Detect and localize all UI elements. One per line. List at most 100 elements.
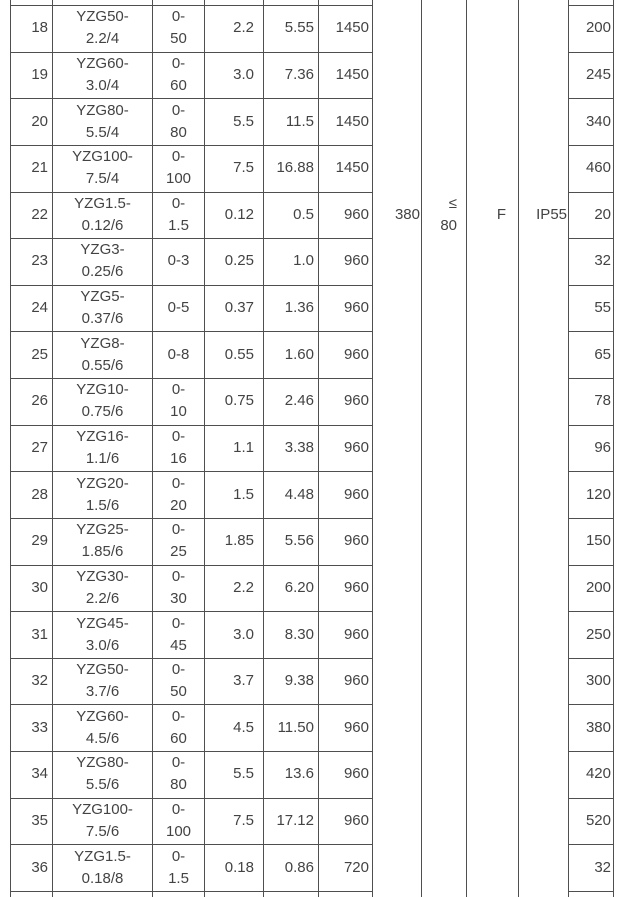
row-number-cell: 36 bbox=[31, 858, 48, 876]
table-border-line bbox=[10, 425, 373, 426]
table-border-line bbox=[10, 658, 373, 659]
model-cell: YZG45- 3.0/6 bbox=[76, 614, 129, 654]
speed-cell: 960 bbox=[343, 532, 369, 550]
table-border-line bbox=[152, 0, 153, 897]
speed-cell: 1450 bbox=[335, 112, 369, 130]
table-border-line bbox=[568, 238, 614, 239]
model-cell: YZG16- 1.1/6 bbox=[76, 427, 129, 467]
weight-cell: 380 bbox=[585, 718, 611, 736]
speed-cell: 960 bbox=[343, 625, 369, 643]
speed-cell: 960 bbox=[343, 252, 369, 270]
table-border-line bbox=[10, 518, 373, 519]
speed-cell: 720 bbox=[343, 858, 369, 876]
weight-cell: 250 bbox=[585, 625, 611, 643]
insulation-class-cell: F bbox=[496, 205, 506, 223]
table-border-line bbox=[466, 0, 467, 897]
table-border-line bbox=[568, 192, 614, 193]
row-number-cell: 24 bbox=[31, 299, 48, 317]
row-number-cell: 27 bbox=[31, 438, 48, 456]
table-border-line bbox=[10, 192, 373, 193]
model-cell: YZG5- 0.37/6 bbox=[80, 288, 125, 328]
weight-cell: 245 bbox=[585, 65, 611, 83]
current-cell: 1.0 bbox=[293, 252, 314, 270]
row-number-cell: 28 bbox=[31, 485, 48, 503]
range-cell: 0- 1.5 bbox=[168, 847, 189, 887]
model-cell: YZG100- 7.5/6 bbox=[72, 801, 133, 841]
current-cell: 11.5 bbox=[285, 112, 314, 130]
row-number-cell: 23 bbox=[31, 252, 48, 270]
power-cell: 2.2 bbox=[233, 19, 254, 37]
current-cell: 17.12 bbox=[276, 812, 314, 830]
table-border-line bbox=[568, 98, 614, 99]
power-cell: 7.5 bbox=[233, 159, 254, 177]
speed-cell: 960 bbox=[343, 812, 369, 830]
range-cell: 0- 1.5 bbox=[168, 194, 189, 234]
voltage-cell: 380 bbox=[394, 205, 420, 223]
weight-cell: 420 bbox=[585, 765, 611, 783]
table-border-line bbox=[10, 378, 373, 379]
table-border-line bbox=[204, 0, 205, 897]
model-cell: YZG10- 0.75/6 bbox=[76, 381, 129, 421]
weight-cell: 55 bbox=[594, 299, 611, 317]
range-cell: 0-8 bbox=[167, 345, 190, 363]
table-border-line bbox=[10, 285, 373, 286]
weight-cell: 32 bbox=[594, 858, 611, 876]
weight-cell: 32 bbox=[594, 252, 611, 270]
current-cell: 11.50 bbox=[277, 718, 314, 736]
table-border-line bbox=[10, 52, 373, 53]
table-border-line bbox=[10, 238, 373, 239]
range-cell: 0- 45 bbox=[170, 614, 187, 654]
table-border-line bbox=[568, 751, 614, 752]
weight-cell: 300 bbox=[585, 672, 611, 690]
table-border-line bbox=[10, 891, 373, 892]
table-border-line bbox=[568, 798, 614, 799]
model-cell: YZG100- 7.5/4 bbox=[72, 148, 133, 188]
current-cell: 0.86 bbox=[284, 858, 314, 876]
weight-cell: 460 bbox=[585, 159, 611, 177]
power-cell: 1.1 bbox=[233, 438, 254, 456]
weight-cell: 520 bbox=[585, 812, 611, 830]
row-number-cell: 21 bbox=[31, 159, 48, 177]
row-number-cell: 32 bbox=[31, 672, 48, 690]
speed-cell: 1450 bbox=[335, 65, 369, 83]
model-cell: YZG1.5- 0.18/8 bbox=[74, 847, 131, 887]
weight-cell: 200 bbox=[585, 19, 611, 37]
table-border-line bbox=[10, 798, 373, 799]
table-border-line bbox=[568, 611, 614, 612]
table-border-line bbox=[421, 0, 422, 897]
power-cell: 5.5 bbox=[233, 112, 254, 130]
table-border-line bbox=[568, 891, 614, 892]
power-cell: 5.5 bbox=[233, 765, 254, 783]
model-cell: YZG50- 3.7/6 bbox=[76, 661, 129, 701]
range-cell: 0- 80 bbox=[170, 101, 187, 141]
model-cell: YZG80- 5.5/6 bbox=[76, 754, 129, 794]
current-cell: 0.5 bbox=[293, 205, 314, 223]
power-cell: 1.85 bbox=[224, 532, 254, 550]
model-cell: YZG50- 2.2/4 bbox=[76, 8, 129, 48]
range-cell: 0-3 bbox=[167, 252, 190, 270]
row-number-cell: 19 bbox=[31, 65, 48, 83]
current-cell: 1.60 bbox=[284, 345, 314, 363]
table-border-line bbox=[10, 704, 373, 705]
power-cell: 4.5 bbox=[233, 718, 254, 736]
row-number-cell: 30 bbox=[31, 578, 48, 596]
speed-cell: 960 bbox=[343, 438, 369, 456]
range-cell: 0- 25 bbox=[170, 521, 187, 561]
speed-cell: 960 bbox=[343, 205, 369, 223]
power-cell: 3.7 bbox=[233, 672, 254, 690]
row-number-cell: 25 bbox=[31, 345, 48, 363]
speed-cell: 960 bbox=[343, 392, 369, 410]
row-number-cell: 35 bbox=[31, 812, 48, 830]
power-cell: 3.0 bbox=[233, 65, 254, 83]
table-border-line bbox=[10, 98, 373, 99]
table-border-line bbox=[10, 611, 373, 612]
table-border-line bbox=[263, 0, 264, 897]
protection-rating-cell: IP55 bbox=[536, 205, 567, 223]
model-cell: YZG3- 0.25/6 bbox=[80, 241, 125, 281]
current-cell: 5.56 bbox=[284, 532, 314, 550]
table-border-line bbox=[613, 0, 614, 897]
table-border-line bbox=[568, 331, 614, 332]
table-border-line bbox=[52, 0, 53, 897]
power-cell: 0.25 bbox=[224, 252, 254, 270]
power-cell: 0.75 bbox=[224, 392, 254, 410]
